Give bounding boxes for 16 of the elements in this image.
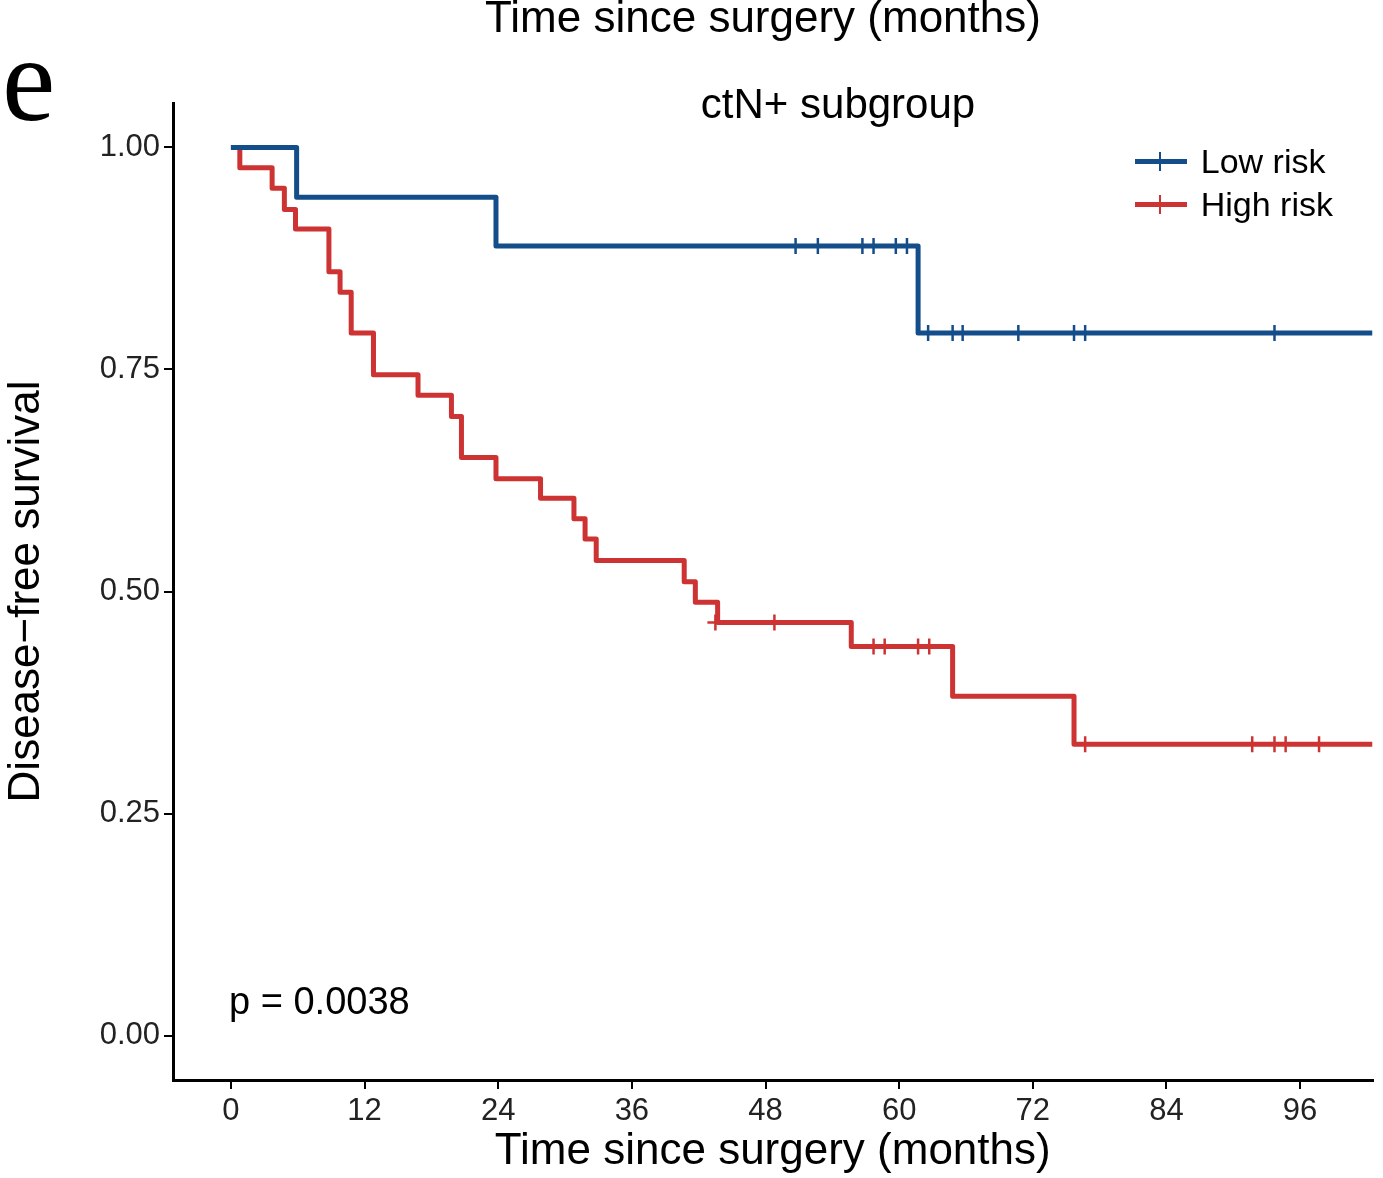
x-tick-label: 84 [1149, 1092, 1184, 1128]
x-tick-label: 0 [222, 1092, 240, 1128]
y-tick-label: 0.25 [99, 794, 160, 830]
chart-title: ctN+ subgroup [700, 80, 976, 128]
y-tick-label: 1.00 [99, 127, 160, 163]
y-tick-label: 0.50 [99, 572, 160, 608]
y-tick-label: 0.75 [99, 350, 160, 385]
legend-label: Low risk [1200, 142, 1326, 181]
y-tick-label: 0.00 [99, 1016, 160, 1052]
annotation: p = 0.0038 [229, 980, 410, 1023]
text: Time since surgery (months) [485, 0, 1041, 42]
text: e [2, 13, 56, 146]
y-axis-title: Disease−free survival [0, 380, 48, 803]
legend-label: High risk [1200, 185, 1333, 224]
x-tick-label: 96 [1282, 1092, 1318, 1128]
x-tick-label: 12 [347, 1092, 382, 1128]
